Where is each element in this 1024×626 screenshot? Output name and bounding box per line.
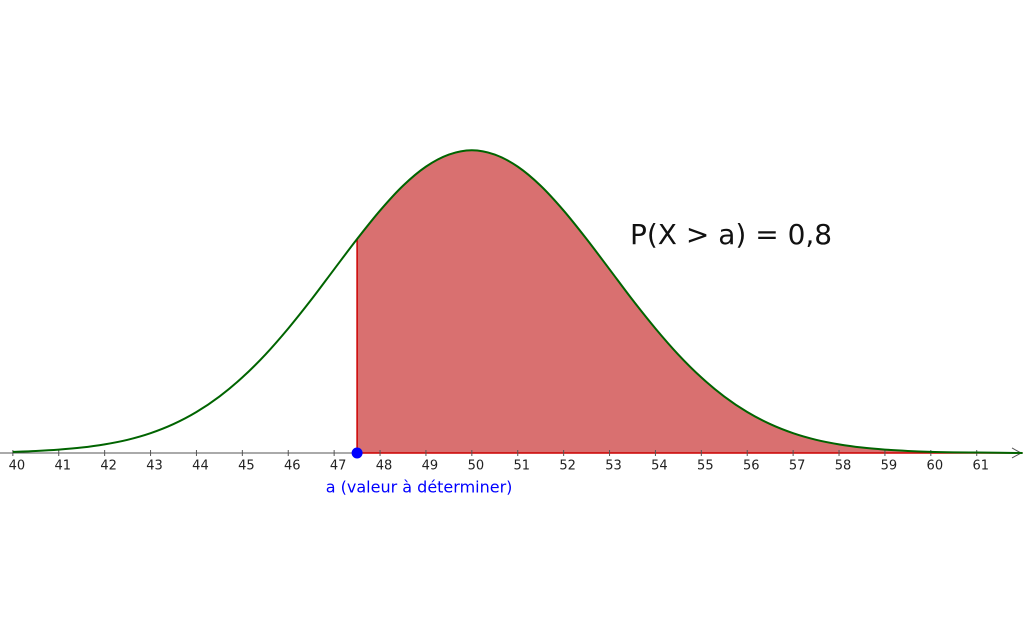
x-tick-label: 47 <box>330 458 347 473</box>
x-tick-label: 41 <box>54 458 71 473</box>
x-tick-label: 53 <box>605 458 622 473</box>
x-tick-label: 45 <box>238 458 255 473</box>
x-tick-label: 43 <box>146 458 163 473</box>
x-tick-label: 40 <box>9 458 26 473</box>
annotation: P(X > a) = 0,8 <box>630 218 832 251</box>
x-tick-label: 55 <box>697 458 714 473</box>
x-tick-label: 59 <box>881 458 898 473</box>
x-tick-label: 60 <box>927 458 944 473</box>
x-tick-label: 46 <box>284 458 301 473</box>
x-tick-label: 56 <box>743 458 760 473</box>
x-tick-label: 57 <box>789 458 806 473</box>
density-curve <box>12 149 1023 454</box>
x-tick-label: 50 <box>468 458 485 473</box>
x-tick-label: 49 <box>422 458 439 473</box>
x-tick-label: 48 <box>376 458 393 473</box>
x-tick-label: 44 <box>192 458 209 473</box>
x-tick-label: 58 <box>835 458 852 473</box>
point-a <box>351 447 363 459</box>
x-tick-label: 54 <box>651 458 668 473</box>
shaded-area <box>357 150 1023 453</box>
x-tick-label: 52 <box>559 458 576 473</box>
x-tick-label: 61 <box>972 458 989 473</box>
point-a-label: a (valeur à déterminer) <box>326 477 513 496</box>
x-tick-label: 51 <box>513 458 530 473</box>
x-tick-label: 42 <box>100 458 117 473</box>
